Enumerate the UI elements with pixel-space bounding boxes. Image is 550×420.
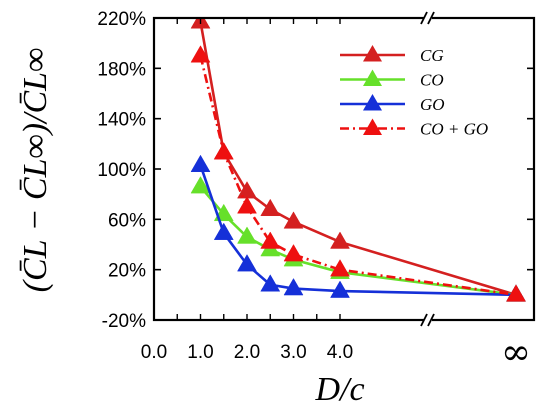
series-point-0 [260,198,281,217]
series-point-2 [190,154,211,172]
series-point-2 [283,278,304,296]
series-point-0 [330,231,350,249]
series-point-3 [260,231,281,249]
x-tick-label-infinity: ∞ [501,332,531,373]
legend-label-0: CG [420,46,444,65]
y-tick-label: -20% [102,311,146,332]
y-tick-label: 220% [97,9,146,30]
axis-break-gap-top [424,15,432,21]
x-tick-label: 1.0 [187,342,213,363]
series-point-2 [330,280,350,298]
x-tick-label: 2.0 [234,342,260,363]
series-point-0 [283,211,304,229]
y-tick-label: 180% [97,59,146,80]
series-point-3 [237,196,257,214]
legend-layer: CG CO GO CO + GO [340,45,488,139]
axis-break-gap-bottom [424,317,432,323]
series-point-3 [190,45,211,63]
x-tick-label: 4.0 [327,342,353,363]
y-tick-label: 20% [108,261,146,282]
y-tick-label: 60% [108,210,146,231]
legend-marker-0 [363,45,382,62]
series-point-2 [213,222,234,240]
legend-label-2: GO [420,95,445,114]
series-point-3 [506,284,526,302]
series-point-1 [190,176,211,194]
series-point-2 [260,274,281,292]
axis-break-slash-bottom [427,313,435,327]
y-tick-label: 140% [97,110,146,131]
series-line-0 [199,21,517,297]
series-point-3 [213,142,234,160]
axis-break-slash-top [420,11,428,25]
legend-marker-3 [363,118,382,135]
axis-break-slash-top [427,11,435,25]
series-point-2 [237,254,257,272]
series-point-3 [283,244,304,262]
legend-marker-2 [363,94,382,111]
series-layer [190,18,526,302]
x-tick-label: 0.0 [141,342,167,363]
legend-marker-1 [363,69,382,86]
series-point-1 [237,226,257,244]
series-point-3 [330,259,350,277]
x-axis-title: D/c [314,371,364,408]
axis-break-slash-bottom [420,313,428,327]
ticks-layer: -20% 20% 60% 100% 140% 180% 220% 0.0 1.0 2.0 3.0 4.… [17,9,534,408]
legend-label-3: CO + GO [420,120,488,139]
x-tick-label: 3.0 [280,342,306,363]
legend-label-1: CO [420,71,444,90]
y-tick-label: 100% [97,160,146,181]
y-axis-title: (C̄L − C̄L∞)/C̄L∞ [17,48,54,293]
